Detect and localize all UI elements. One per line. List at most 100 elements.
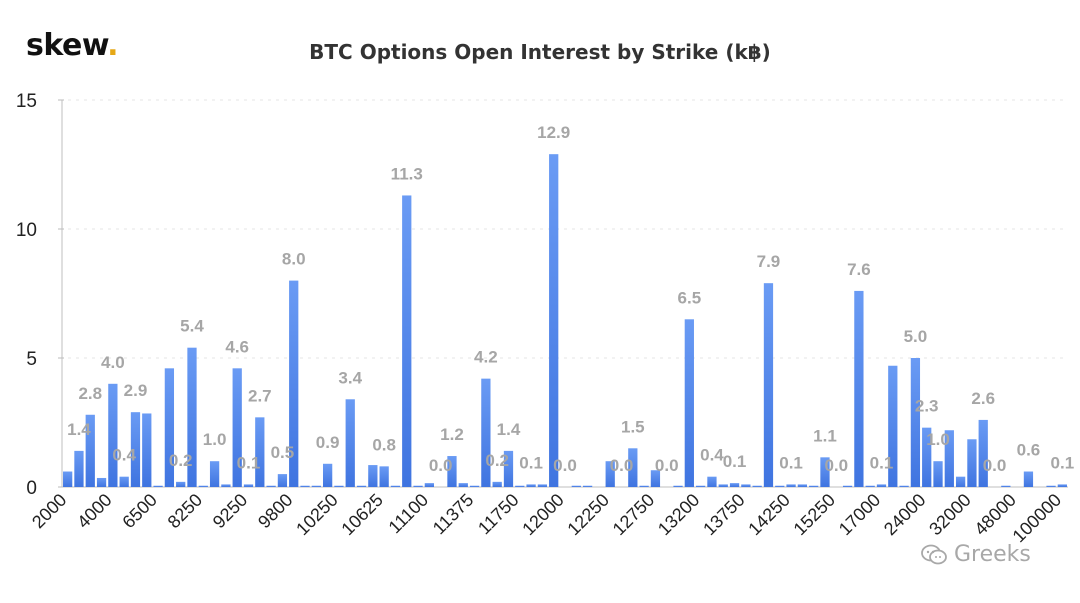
brand-name: skew [26,28,108,63]
x-tick-label: 6500 [118,490,160,532]
bar [684,319,694,487]
data-label: 0.0 [553,456,577,475]
bar [549,154,559,487]
bar [1001,485,1011,487]
bar [820,457,830,487]
bar [243,484,254,487]
data-label: 5.0 [904,327,928,346]
data-label: 5.4 [180,317,204,336]
bar [458,483,468,487]
bar [300,485,310,487]
data-label: 2.3 [915,397,939,416]
x-tick-label: 9800 [254,490,296,532]
x-tick-label: 17000 [835,490,885,540]
bar [696,485,706,487]
data-label: 1.1 [813,426,837,445]
data-label: 0.6 [1017,441,1041,460]
bar [413,485,423,487]
watermark-text: Greeks [954,542,1031,567]
brand-logo: skew. [26,28,119,63]
bar [289,280,299,487]
bar [842,485,853,487]
bar [628,448,638,487]
data-label: 0.1 [237,453,261,472]
bar [390,485,401,487]
bar [266,485,276,487]
data-label: 8.0 [282,250,306,269]
bar [503,450,514,487]
bar [469,485,480,487]
bar [707,476,717,487]
bar [130,412,141,487]
bar [876,484,887,487]
bar [481,378,491,487]
bar [356,485,367,487]
data-label: 0.2 [169,451,193,470]
data-label: 4.2 [474,348,498,367]
bar [537,484,548,487]
bar [1046,485,1056,487]
bar [368,465,378,487]
bar [967,439,977,487]
x-tick-label: 12000 [518,490,568,540]
x-tick-label: 10625 [337,490,387,540]
data-label: 6.5 [678,288,702,307]
data-label: 1.2 [440,425,464,444]
data-label: 0.0 [983,456,1007,475]
data-label: 3.4 [338,368,362,387]
bar [854,290,864,487]
bar [933,461,943,487]
x-tick-label: 13750 [699,490,749,540]
data-label: 7.6 [847,260,871,279]
data-label: 0.9 [316,433,340,452]
bar [571,485,581,487]
brand-dot: . [107,28,119,63]
data-label: 1.4 [497,420,521,439]
bar [1057,484,1067,487]
y-tick-label: 10 [16,220,37,241]
bar [605,461,615,487]
x-tick-label: 11750 [474,490,523,539]
bar [74,450,84,487]
bar [978,419,988,487]
bar [492,481,502,487]
bar [119,476,129,487]
bar [379,466,389,487]
data-label: 1.0 [926,430,950,449]
y-tick-label: 15 [16,91,37,112]
bar [763,283,774,487]
bar [718,484,728,487]
x-tick-label: 12250 [564,490,614,540]
data-label: 0.1 [723,452,747,471]
bar [142,413,152,487]
x-tick-label: 9250 [209,490,251,532]
bar [752,485,762,487]
data-label: 0.1 [1051,453,1075,472]
bar [221,484,231,487]
data-label: 0.0 [429,456,453,475]
x-tick-label: 15250 [790,490,840,540]
bar [424,483,434,487]
data-label: 0.4 [112,446,136,465]
data-label: 4.0 [101,353,125,372]
x-tick-label: 13200 [654,490,704,540]
bar [447,456,457,487]
bar [582,485,593,487]
bar [311,485,321,487]
bar [322,463,333,487]
x-tick-label: 8250 [164,490,206,532]
data-label: 0.1 [779,453,803,472]
bar [888,365,898,487]
bar [673,485,683,487]
data-label: 2.8 [78,384,102,403]
data-label: 0.1 [519,453,543,472]
data-label: 1.5 [621,417,645,436]
x-tick-label: 100000 [1009,490,1066,547]
bar [108,383,118,487]
y-tick-label: 0 [26,478,37,499]
bar [741,484,751,487]
data-label: 12.9 [537,123,570,142]
bar [209,461,220,487]
data-label: 2.6 [971,389,995,408]
